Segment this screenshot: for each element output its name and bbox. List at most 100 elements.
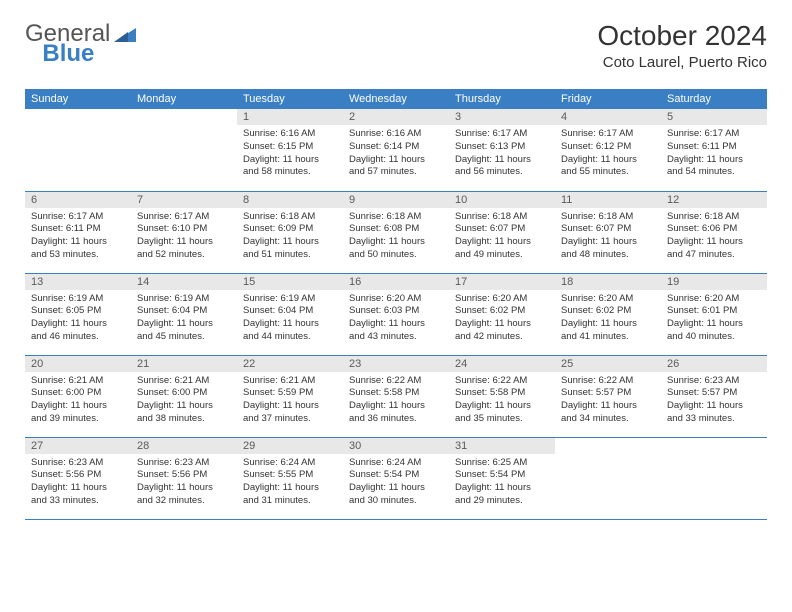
daylight-line: Daylight: 11 hours and 48 minutes. xyxy=(561,236,655,262)
day-details: Sunrise: 6:20 AMSunset: 6:02 PMDaylight:… xyxy=(555,290,661,348)
sunset-line: Sunset: 6:05 PM xyxy=(31,305,125,318)
daylight-line: Daylight: 11 hours and 32 minutes. xyxy=(137,482,231,508)
day-number: 11 xyxy=(555,192,661,208)
title-block: October 2024 Coto Laurel, Puerto Rico xyxy=(597,20,767,71)
sunrise-line: Sunrise: 6:18 AM xyxy=(667,211,761,224)
daylight-line: Daylight: 11 hours and 35 minutes. xyxy=(455,400,549,426)
sunrise-line: Sunrise: 6:22 AM xyxy=(455,375,549,388)
day-number: 5 xyxy=(661,109,767,125)
daylight-line: Daylight: 11 hours and 44 minutes. xyxy=(243,318,337,344)
day-details: Sunrise: 6:20 AMSunset: 6:03 PMDaylight:… xyxy=(343,290,449,348)
calendar-day-cell: 21Sunrise: 6:21 AMSunset: 6:00 PMDayligh… xyxy=(131,355,237,437)
day-number: 28 xyxy=(131,438,237,454)
day-details: Sunrise: 6:17 AMSunset: 6:13 PMDaylight:… xyxy=(449,125,555,183)
sunrise-line: Sunrise: 6:16 AM xyxy=(349,128,443,141)
calendar-day-cell xyxy=(25,109,131,191)
daylight-line: Daylight: 11 hours and 34 minutes. xyxy=(561,400,655,426)
calendar-day-cell: 18Sunrise: 6:20 AMSunset: 6:02 PMDayligh… xyxy=(555,273,661,355)
day-details: Sunrise: 6:18 AMSunset: 6:07 PMDaylight:… xyxy=(555,208,661,266)
sunset-line: Sunset: 6:10 PM xyxy=(137,223,231,236)
daylight-line: Daylight: 11 hours and 58 minutes. xyxy=(243,154,337,180)
daylight-line: Daylight: 11 hours and 33 minutes. xyxy=(31,482,125,508)
day-details: Sunrise: 6:16 AMSunset: 6:14 PMDaylight:… xyxy=(343,125,449,183)
sunset-line: Sunset: 5:54 PM xyxy=(349,469,443,482)
calendar-day-cell: 9Sunrise: 6:18 AMSunset: 6:08 PMDaylight… xyxy=(343,191,449,273)
sunrise-line: Sunrise: 6:20 AM xyxy=(455,293,549,306)
daylight-line: Daylight: 11 hours and 50 minutes. xyxy=(349,236,443,262)
sunset-line: Sunset: 6:07 PM xyxy=(561,223,655,236)
sunset-line: Sunset: 6:02 PM xyxy=(561,305,655,318)
calendar-day-cell: 23Sunrise: 6:22 AMSunset: 5:58 PMDayligh… xyxy=(343,355,449,437)
sunset-line: Sunset: 6:03 PM xyxy=(349,305,443,318)
day-details: Sunrise: 6:23 AMSunset: 5:56 PMDaylight:… xyxy=(25,454,131,512)
day-number: 16 xyxy=(343,274,449,290)
day-number: 13 xyxy=(25,274,131,290)
weekday-header: Thursday xyxy=(449,89,555,109)
calendar-day-cell: 20Sunrise: 6:21 AMSunset: 6:00 PMDayligh… xyxy=(25,355,131,437)
daylight-line: Daylight: 11 hours and 41 minutes. xyxy=(561,318,655,344)
sunrise-line: Sunrise: 6:18 AM xyxy=(455,211,549,224)
day-number: 15 xyxy=(237,274,343,290)
month-title: October 2024 xyxy=(597,20,767,52)
weekday-header: Wednesday xyxy=(343,89,449,109)
daylight-line: Daylight: 11 hours and 31 minutes. xyxy=(243,482,337,508)
day-details: Sunrise: 6:18 AMSunset: 6:06 PMDaylight:… xyxy=(661,208,767,266)
calendar-day-cell: 1Sunrise: 6:16 AMSunset: 6:15 PMDaylight… xyxy=(237,109,343,191)
daylight-line: Daylight: 11 hours and 43 minutes. xyxy=(349,318,443,344)
daylight-line: Daylight: 11 hours and 53 minutes. xyxy=(31,236,125,262)
calendar-day-cell: 16Sunrise: 6:20 AMSunset: 6:03 PMDayligh… xyxy=(343,273,449,355)
weekday-header: Sunday xyxy=(25,89,131,109)
day-details: Sunrise: 6:25 AMSunset: 5:54 PMDaylight:… xyxy=(449,454,555,512)
day-details: Sunrise: 6:20 AMSunset: 6:02 PMDaylight:… xyxy=(449,290,555,348)
day-details: Sunrise: 6:17 AMSunset: 6:11 PMDaylight:… xyxy=(661,125,767,183)
calendar-day-cell: 7Sunrise: 6:17 AMSunset: 6:10 PMDaylight… xyxy=(131,191,237,273)
day-details: Sunrise: 6:18 AMSunset: 6:09 PMDaylight:… xyxy=(237,208,343,266)
daylight-line: Daylight: 11 hours and 39 minutes. xyxy=(31,400,125,426)
calendar-day-cell: 10Sunrise: 6:18 AMSunset: 6:07 PMDayligh… xyxy=(449,191,555,273)
logo-triangle-icon xyxy=(114,24,136,45)
calendar-day-cell: 8Sunrise: 6:18 AMSunset: 6:09 PMDaylight… xyxy=(237,191,343,273)
calendar-day-cell xyxy=(555,437,661,519)
sunset-line: Sunset: 6:08 PM xyxy=(349,223,443,236)
day-number: 21 xyxy=(131,356,237,372)
sunset-line: Sunset: 5:55 PM xyxy=(243,469,337,482)
sunrise-line: Sunrise: 6:24 AM xyxy=(243,457,337,470)
daylight-line: Daylight: 11 hours and 30 minutes. xyxy=(349,482,443,508)
calendar-day-cell: 17Sunrise: 6:20 AMSunset: 6:02 PMDayligh… xyxy=(449,273,555,355)
day-details: Sunrise: 6:18 AMSunset: 6:07 PMDaylight:… xyxy=(449,208,555,266)
sunset-line: Sunset: 6:09 PM xyxy=(243,223,337,236)
day-number: 20 xyxy=(25,356,131,372)
sunrise-line: Sunrise: 6:17 AM xyxy=(137,211,231,224)
weekday-header-row: SundayMondayTuesdayWednesdayThursdayFrid… xyxy=(25,89,767,109)
day-number: 18 xyxy=(555,274,661,290)
calendar-week-row: 13Sunrise: 6:19 AMSunset: 6:05 PMDayligh… xyxy=(25,273,767,355)
calendar-week-row: 1Sunrise: 6:16 AMSunset: 6:15 PMDaylight… xyxy=(25,109,767,191)
sunset-line: Sunset: 5:58 PM xyxy=(455,387,549,400)
daylight-line: Daylight: 11 hours and 45 minutes. xyxy=(137,318,231,344)
calendar-day-cell: 3Sunrise: 6:17 AMSunset: 6:13 PMDaylight… xyxy=(449,109,555,191)
calendar-day-cell: 19Sunrise: 6:20 AMSunset: 6:01 PMDayligh… xyxy=(661,273,767,355)
sunrise-line: Sunrise: 6:20 AM xyxy=(561,293,655,306)
calendar-day-cell: 5Sunrise: 6:17 AMSunset: 6:11 PMDaylight… xyxy=(661,109,767,191)
logo: General Blue xyxy=(25,20,192,48)
day-details: Sunrise: 6:17 AMSunset: 6:10 PMDaylight:… xyxy=(131,208,237,266)
weekday-header: Tuesday xyxy=(237,89,343,109)
daylight-line: Daylight: 11 hours and 42 minutes. xyxy=(455,318,549,344)
day-details: Sunrise: 6:19 AMSunset: 6:05 PMDaylight:… xyxy=(25,290,131,348)
day-number: 29 xyxy=(237,438,343,454)
day-number: 24 xyxy=(449,356,555,372)
day-number: 23 xyxy=(343,356,449,372)
sunset-line: Sunset: 5:57 PM xyxy=(667,387,761,400)
day-number: 8 xyxy=(237,192,343,208)
day-details: Sunrise: 6:23 AMSunset: 5:57 PMDaylight:… xyxy=(661,372,767,430)
sunrise-line: Sunrise: 6:22 AM xyxy=(561,375,655,388)
sunrise-line: Sunrise: 6:22 AM xyxy=(349,375,443,388)
calendar-day-cell: 28Sunrise: 6:23 AMSunset: 5:56 PMDayligh… xyxy=(131,437,237,519)
sunset-line: Sunset: 5:57 PM xyxy=(561,387,655,400)
day-number: 7 xyxy=(131,192,237,208)
calendar-day-cell: 12Sunrise: 6:18 AMSunset: 6:06 PMDayligh… xyxy=(661,191,767,273)
calendar-day-cell: 13Sunrise: 6:19 AMSunset: 6:05 PMDayligh… xyxy=(25,273,131,355)
sunset-line: Sunset: 5:54 PM xyxy=(455,469,549,482)
day-details: Sunrise: 6:18 AMSunset: 6:08 PMDaylight:… xyxy=(343,208,449,266)
sunrise-line: Sunrise: 6:18 AM xyxy=(349,211,443,224)
